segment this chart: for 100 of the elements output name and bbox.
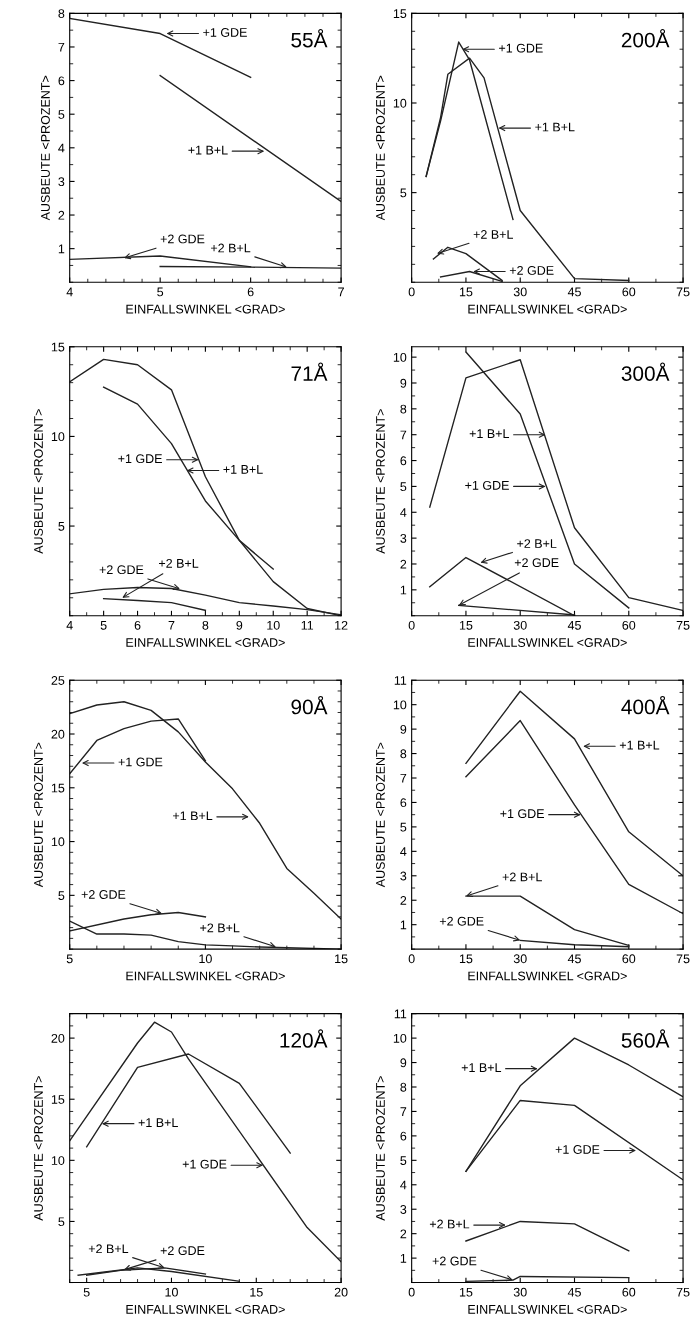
x-tick-label: 45 bbox=[567, 287, 581, 297]
y-tick-label: 9 bbox=[400, 724, 407, 734]
x-tick-label: 60 bbox=[622, 954, 636, 964]
x-tick-label: 0 bbox=[408, 1287, 415, 1297]
x-tick-label: 45 bbox=[567, 954, 581, 964]
annotation: +1 B+L bbox=[223, 465, 263, 474]
x-axis-title: EINFALLSWINKEL <GRAD> bbox=[126, 638, 285, 647]
x-tick-label: 45 bbox=[567, 621, 581, 630]
y-tick-label: 7 bbox=[58, 42, 65, 52]
text: 400Å bbox=[621, 695, 670, 715]
x-tick-label: 75 bbox=[676, 954, 690, 964]
y-axis-title: AUSBEUTE <PROZENT> bbox=[376, 742, 385, 888]
annotation: +1 GDE bbox=[118, 757, 163, 767]
y-tick-label: 11 bbox=[394, 1009, 407, 1019]
x-tick-label: 10 bbox=[199, 954, 212, 964]
annotation: +1 GDE bbox=[465, 480, 509, 490]
annotation: +2 GDE bbox=[160, 234, 205, 244]
x-tick-label: 20 bbox=[334, 1287, 348, 1297]
text: 55Å bbox=[291, 29, 328, 48]
x-tick-label: 8 bbox=[202, 620, 209, 630]
x-tick-label: 30 bbox=[513, 620, 527, 630]
y-tick-label: 1 bbox=[400, 1254, 407, 1263]
y-tick-label: 15 bbox=[393, 9, 407, 19]
y-tick-label: 1 bbox=[58, 244, 65, 254]
annotation: +2 GDE bbox=[439, 916, 484, 926]
y-tick-label: 8 bbox=[58, 9, 65, 19]
x-tick-label: 4 bbox=[66, 621, 73, 630]
x-axis-title: EINFALLSWINKEL <GRAD> bbox=[468, 971, 627, 981]
x-tick-label: 0 bbox=[408, 954, 415, 964]
y-tick-label: 4 bbox=[400, 508, 407, 517]
y-tick-label: 15 bbox=[51, 342, 65, 352]
y-tick-label: 2 bbox=[400, 896, 407, 905]
x-axis-title: EINFALLSWINKEL <GRAD> bbox=[126, 1304, 285, 1314]
x-tick-label: 75 bbox=[676, 1287, 690, 1297]
y-tick-label: 7 bbox=[400, 430, 407, 440]
x-tick-label: 60 bbox=[622, 1287, 636, 1297]
annotation: +2 B+L bbox=[473, 230, 513, 239]
y-axis-title: AUSBEUTE <PROZENT> bbox=[41, 75, 50, 221]
y-tick-label: 5 bbox=[400, 1156, 407, 1165]
text: 120Å bbox=[280, 1029, 328, 1048]
annotation: +2 GDE bbox=[432, 1256, 477, 1266]
y-tick-label: 8 bbox=[400, 749, 407, 759]
annotation: +1 GDE bbox=[555, 1145, 600, 1154]
annotation: +1 B+L bbox=[173, 811, 213, 821]
x-tick-label: 12 bbox=[335, 620, 348, 630]
annotation: +2 B+L bbox=[211, 243, 251, 253]
y-axis-title: AUSBEUTE <PROZENT> bbox=[34, 1076, 43, 1221]
y-tick-label: 2 bbox=[400, 559, 407, 569]
annotation: +2 B+L bbox=[200, 923, 240, 933]
annotation: +2 B+L bbox=[517, 539, 557, 548]
annotation: +2 GDE bbox=[509, 266, 554, 275]
x-tick-label: 15 bbox=[459, 287, 473, 297]
x-tick-label: 7 bbox=[338, 287, 344, 297]
x-tick-label: 75 bbox=[676, 287, 690, 297]
y-axis-title: AUSBEUTE <PROZENT> bbox=[34, 409, 43, 554]
x-tick-label: 30 bbox=[513, 1287, 527, 1297]
x-tick-label: 15 bbox=[250, 1287, 263, 1297]
y-tick-label: 1 bbox=[400, 920, 407, 930]
x-tick-label: 10 bbox=[165, 1287, 178, 1297]
x-tick-label: 5 bbox=[100, 621, 107, 630]
x-tick-label: 30 bbox=[513, 287, 527, 297]
x-tick-label: 11 bbox=[301, 621, 314, 630]
annotation: +1 B+L bbox=[619, 740, 660, 750]
text: 560Å bbox=[621, 1029, 670, 1048]
x-axis-title: EINFALLSWINKEL <GRAD> bbox=[126, 971, 285, 981]
x-tick-label: 9 bbox=[236, 620, 243, 630]
x-tick-label: 5 bbox=[66, 954, 73, 964]
y-tick-label: 2 bbox=[400, 1229, 407, 1239]
y-tick-label: 10 bbox=[393, 98, 407, 108]
x-axis-title: EINFALLSWINKEL <GRAD> bbox=[468, 304, 627, 314]
y-tick-label: 5 bbox=[58, 1217, 65, 1227]
x-tick-label: 5 bbox=[157, 287, 164, 297]
x-tick-label: 45 bbox=[567, 1287, 581, 1297]
x-tick-label: 15 bbox=[459, 954, 473, 964]
y-tick-label: 3 bbox=[400, 533, 407, 543]
x-tick-label: 6 bbox=[134, 620, 141, 630]
x-axis-title: EINFALLSWINKEL <GRAD> bbox=[468, 638, 627, 647]
y-tick-label: 10 bbox=[393, 352, 407, 362]
annotation: +2 B+L bbox=[88, 1244, 129, 1254]
y-tick-label: 8 bbox=[400, 1082, 407, 1092]
y-axis-title: AUSBEUTE <PROZENT> bbox=[34, 742, 43, 888]
y-tick-label: 11 bbox=[394, 676, 407, 685]
x-tick-label: 0 bbox=[408, 287, 415, 297]
annotation: +1 B+L bbox=[461, 1063, 502, 1072]
annotation: +1 GDE bbox=[182, 1159, 227, 1169]
y-tick-label: 10 bbox=[51, 837, 65, 847]
y-tick-label: 6 bbox=[58, 76, 65, 86]
y-tick-label: 3 bbox=[400, 871, 407, 881]
text: 300Å bbox=[621, 362, 670, 381]
y-tick-label: 5 bbox=[400, 188, 407, 198]
annotation: +1 GDE bbox=[500, 809, 544, 819]
y-tick-label: 7 bbox=[400, 773, 407, 783]
text: 200Å bbox=[621, 29, 670, 48]
x-tick-label: 60 bbox=[622, 620, 636, 630]
y-tick-label: 9 bbox=[400, 1058, 407, 1068]
x-tick-label: 15 bbox=[459, 1287, 473, 1297]
annotation: +2 B+L bbox=[502, 872, 542, 882]
y-tick-label: 4 bbox=[400, 1180, 407, 1190]
annotation: +2 B+L bbox=[159, 558, 199, 568]
x-tick-label: 60 bbox=[622, 287, 636, 297]
